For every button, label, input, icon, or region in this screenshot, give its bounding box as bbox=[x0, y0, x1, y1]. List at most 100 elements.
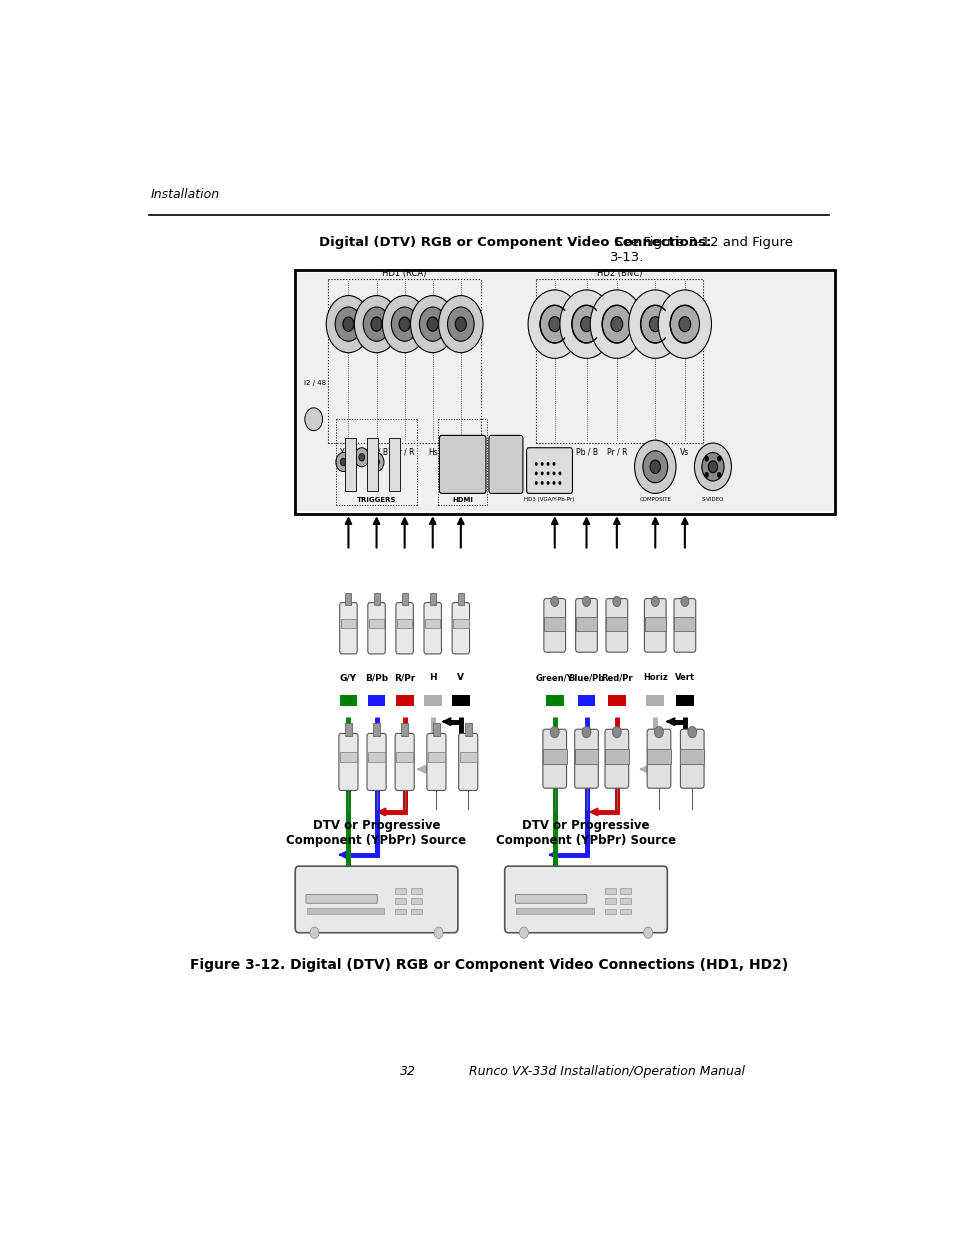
Circle shape bbox=[610, 316, 622, 332]
FancyBboxPatch shape bbox=[607, 695, 625, 706]
FancyBboxPatch shape bbox=[367, 734, 386, 790]
Text: Runco VX-33d Installation/Operation Manual: Runco VX-33d Installation/Operation Manu… bbox=[469, 1066, 744, 1078]
FancyBboxPatch shape bbox=[425, 619, 440, 629]
Circle shape bbox=[550, 597, 558, 606]
Circle shape bbox=[434, 927, 442, 939]
FancyBboxPatch shape bbox=[604, 729, 628, 788]
Circle shape bbox=[571, 305, 600, 343]
Circle shape bbox=[546, 482, 549, 485]
FancyBboxPatch shape bbox=[459, 752, 476, 762]
FancyBboxPatch shape bbox=[577, 695, 595, 706]
FancyBboxPatch shape bbox=[423, 695, 441, 706]
Circle shape bbox=[540, 472, 543, 475]
Circle shape bbox=[642, 451, 667, 483]
FancyBboxPatch shape bbox=[345, 593, 351, 605]
FancyBboxPatch shape bbox=[429, 593, 436, 605]
Text: DTV or Progressive
Component (YPbPr) Source: DTV or Progressive Component (YPbPr) Sou… bbox=[286, 819, 466, 847]
Text: Pb / B: Pb / B bbox=[575, 448, 597, 457]
FancyBboxPatch shape bbox=[369, 619, 384, 629]
FancyBboxPatch shape bbox=[367, 438, 377, 490]
Circle shape bbox=[546, 462, 549, 466]
FancyBboxPatch shape bbox=[395, 695, 413, 706]
FancyBboxPatch shape bbox=[345, 722, 352, 736]
FancyBboxPatch shape bbox=[575, 599, 597, 652]
Text: Pr / R: Pr / R bbox=[394, 448, 415, 457]
Circle shape bbox=[548, 316, 560, 332]
FancyBboxPatch shape bbox=[395, 888, 406, 894]
FancyBboxPatch shape bbox=[643, 599, 665, 652]
FancyBboxPatch shape bbox=[395, 909, 406, 914]
Circle shape bbox=[612, 726, 620, 737]
FancyBboxPatch shape bbox=[619, 888, 630, 894]
FancyBboxPatch shape bbox=[338, 734, 357, 790]
Circle shape bbox=[628, 290, 681, 358]
Text: Figure 3-12. Digital (DTV) RGB or Component Video Connections (HD1, HD2): Figure 3-12. Digital (DTV) RGB or Compon… bbox=[190, 958, 787, 972]
Circle shape bbox=[438, 295, 482, 353]
FancyBboxPatch shape bbox=[395, 734, 414, 790]
FancyBboxPatch shape bbox=[294, 866, 457, 932]
Text: Y / G: Y / G bbox=[545, 448, 563, 457]
FancyBboxPatch shape bbox=[389, 438, 400, 490]
FancyBboxPatch shape bbox=[368, 752, 385, 762]
FancyBboxPatch shape bbox=[526, 448, 572, 494]
Circle shape bbox=[363, 308, 390, 341]
FancyBboxPatch shape bbox=[339, 695, 357, 706]
Circle shape bbox=[374, 458, 379, 466]
FancyBboxPatch shape bbox=[395, 603, 413, 653]
FancyBboxPatch shape bbox=[679, 729, 703, 788]
FancyBboxPatch shape bbox=[542, 729, 566, 788]
Circle shape bbox=[701, 452, 723, 480]
Text: TRIGGERS: TRIGGERS bbox=[356, 496, 395, 503]
Circle shape bbox=[342, 317, 354, 331]
FancyBboxPatch shape bbox=[426, 734, 445, 790]
Text: Vs: Vs bbox=[679, 448, 689, 457]
FancyBboxPatch shape bbox=[395, 752, 413, 762]
FancyBboxPatch shape bbox=[411, 898, 421, 904]
FancyBboxPatch shape bbox=[646, 729, 670, 788]
Text: HDMI: HDMI bbox=[452, 496, 473, 503]
Circle shape bbox=[326, 295, 370, 353]
FancyBboxPatch shape bbox=[411, 909, 421, 914]
FancyBboxPatch shape bbox=[464, 722, 471, 736]
FancyBboxPatch shape bbox=[604, 888, 615, 894]
Circle shape bbox=[335, 452, 351, 472]
Text: HD2 (BNC): HD2 (BNC) bbox=[597, 268, 641, 278]
Circle shape bbox=[455, 317, 466, 331]
Circle shape bbox=[590, 290, 642, 358]
Circle shape bbox=[649, 316, 660, 332]
FancyBboxPatch shape bbox=[339, 603, 356, 653]
FancyBboxPatch shape bbox=[605, 616, 627, 631]
FancyBboxPatch shape bbox=[574, 750, 598, 764]
Circle shape bbox=[634, 440, 676, 494]
Circle shape bbox=[601, 305, 631, 343]
Text: Pr / R: Pr / R bbox=[606, 448, 626, 457]
FancyBboxPatch shape bbox=[458, 734, 477, 790]
Circle shape bbox=[707, 461, 717, 473]
Circle shape bbox=[552, 482, 555, 485]
FancyBboxPatch shape bbox=[294, 270, 834, 514]
FancyBboxPatch shape bbox=[574, 729, 598, 788]
Circle shape bbox=[717, 472, 720, 478]
FancyBboxPatch shape bbox=[395, 898, 406, 904]
Circle shape bbox=[703, 472, 708, 478]
Text: Vs: Vs bbox=[456, 448, 465, 457]
FancyBboxPatch shape bbox=[515, 894, 586, 903]
Text: R/Pr: R/Pr bbox=[394, 673, 415, 682]
FancyBboxPatch shape bbox=[542, 750, 566, 764]
Circle shape bbox=[382, 295, 426, 353]
Text: Vert: Vert bbox=[674, 673, 694, 682]
Circle shape bbox=[335, 308, 361, 341]
Circle shape bbox=[546, 472, 549, 475]
FancyBboxPatch shape bbox=[457, 593, 463, 605]
Circle shape bbox=[540, 462, 543, 466]
Text: COMPOSITE: COMPOSITE bbox=[639, 498, 671, 503]
FancyBboxPatch shape bbox=[646, 750, 670, 764]
FancyBboxPatch shape bbox=[646, 695, 663, 706]
Circle shape bbox=[717, 456, 720, 462]
Circle shape bbox=[687, 726, 696, 737]
FancyBboxPatch shape bbox=[674, 616, 695, 631]
FancyBboxPatch shape bbox=[604, 750, 628, 764]
Text: Green/Y: Green/Y bbox=[536, 673, 573, 682]
Text: Digital (DTV) RGB or Component Video Connections:: Digital (DTV) RGB or Component Video Con… bbox=[318, 236, 711, 248]
Text: Hs: Hs bbox=[650, 448, 659, 457]
